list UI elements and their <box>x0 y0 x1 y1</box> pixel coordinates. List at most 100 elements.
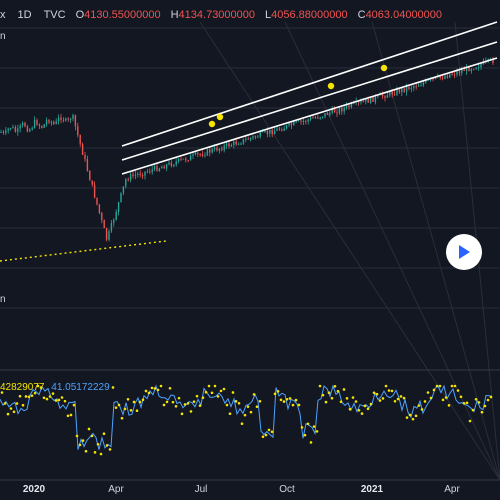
candle-body <box>165 164 168 169</box>
candle-body <box>139 173 141 176</box>
indicator-dot <box>96 442 100 446</box>
indicator-dot <box>279 398 283 402</box>
indicator-dot <box>189 410 193 413</box>
indicator-dot <box>456 389 460 392</box>
candle-body <box>144 171 146 176</box>
candle-body <box>441 77 444 79</box>
candle-body <box>278 128 281 130</box>
indicator-dot <box>450 384 454 388</box>
indicator-dot <box>132 400 136 404</box>
candle-body <box>180 158 182 160</box>
channel-line <box>121 21 498 147</box>
indicator-dot <box>138 400 142 404</box>
candle-body <box>132 174 134 176</box>
indicator-dot <box>12 410 16 414</box>
play-button[interactable] <box>446 234 482 270</box>
candle-body <box>156 166 158 172</box>
candle-body <box>269 129 271 134</box>
candle-body <box>403 88 405 92</box>
indicator-dot <box>255 405 259 408</box>
candle-body <box>343 107 345 112</box>
candle-body <box>0 131 2 133</box>
candle-body <box>372 96 374 102</box>
indicator-dot <box>48 395 52 398</box>
indicator-dot <box>102 432 106 435</box>
candle-body <box>9 128 12 130</box>
indicator-dot <box>330 396 334 400</box>
indicator-dot <box>84 449 88 453</box>
indicator-dot <box>360 412 364 415</box>
indicator-dot <box>156 388 160 392</box>
indicator-dot <box>42 396 46 400</box>
candle-body <box>331 109 333 113</box>
indicator-dot <box>402 396 406 400</box>
indicator-dot <box>186 402 190 405</box>
candle-body <box>245 138 247 140</box>
candle-body <box>113 219 115 223</box>
candle-body <box>7 128 9 131</box>
indicator-dot <box>72 403 76 407</box>
candle-body <box>33 120 36 128</box>
candle-body <box>297 120 300 122</box>
candle-body <box>477 67 480 69</box>
indicator-dot <box>429 396 433 400</box>
indicator-dot <box>192 400 196 403</box>
candle-body <box>134 174 137 176</box>
indicator-dot <box>348 407 352 411</box>
indicator-dot <box>303 433 307 437</box>
candle-body <box>115 211 117 220</box>
time-axis-label: Jul <box>194 484 208 495</box>
candle-body <box>149 171 151 173</box>
candle-body <box>492 59 494 63</box>
indicator-value-blue: 41.05172229 <box>51 382 110 393</box>
candle-body <box>259 132 261 137</box>
indicator-dot <box>423 400 427 403</box>
indicator-dot <box>390 389 394 393</box>
indicator-dot <box>39 386 43 389</box>
candle-body <box>345 105 348 108</box>
indicator-dot <box>444 396 448 399</box>
indicator-dot <box>198 404 202 407</box>
indicator-dot <box>468 419 472 423</box>
candle-body <box>101 212 103 221</box>
candle-body <box>465 66 468 72</box>
candle-body <box>141 175 144 177</box>
indicator-dot <box>126 397 130 401</box>
candle-body <box>161 166 163 169</box>
trend-line <box>0 240 167 262</box>
indicator-dot <box>78 443 82 447</box>
candle-body <box>17 128 19 132</box>
candle-body <box>396 89 398 95</box>
candle-body <box>264 131 266 133</box>
candle-body <box>122 186 125 193</box>
indicator-dot <box>108 448 112 451</box>
indicator-dot <box>420 408 424 411</box>
indicator-dot <box>438 384 442 388</box>
indicator-dot <box>309 441 313 444</box>
indicator-dot <box>234 400 238 403</box>
candle-body <box>230 144 233 147</box>
candle-body <box>401 88 403 93</box>
indicator-dot <box>129 409 133 412</box>
candle-body <box>5 130 7 133</box>
indicator-dot <box>51 392 55 395</box>
candle-body <box>146 171 149 173</box>
symbol-name[interactable]: x <box>0 9 6 21</box>
candle-body <box>444 75 446 79</box>
indicator-dot <box>312 425 316 428</box>
indicator-dot <box>462 401 466 405</box>
candle-body <box>177 158 180 162</box>
candle-body <box>98 204 101 213</box>
candle-body <box>295 121 297 123</box>
candle-body <box>105 228 108 240</box>
timeframe-label[interactable]: 1D <box>17 9 32 21</box>
channel-line <box>121 41 498 161</box>
candle-body <box>367 99 369 103</box>
candle-body <box>420 85 422 87</box>
candle-body <box>434 77 437 79</box>
candle-body <box>398 89 401 93</box>
candle-body <box>413 86 415 88</box>
candle-body <box>324 113 326 117</box>
candle-body <box>53 122 55 125</box>
